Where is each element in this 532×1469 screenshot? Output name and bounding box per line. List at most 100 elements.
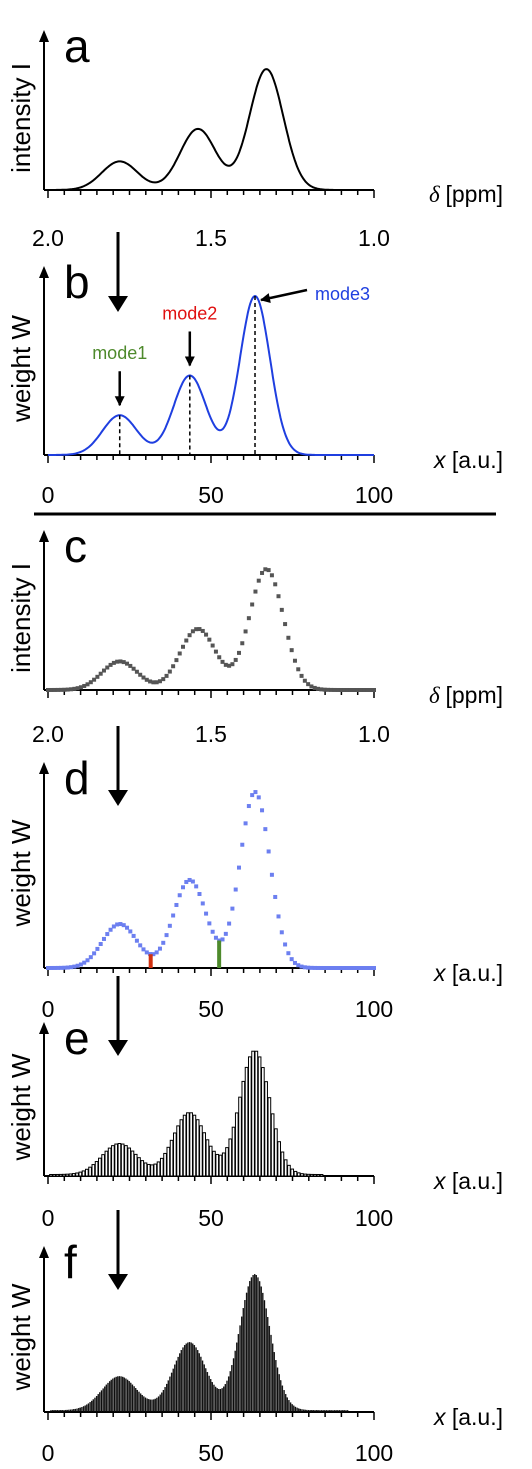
bar [234, 1350, 236, 1413]
data-point [98, 942, 103, 947]
data-point [121, 660, 126, 665]
bar [144, 1397, 147, 1413]
sequence-arrow-head [108, 1040, 128, 1056]
panel-letter: a [64, 20, 90, 72]
data-point [59, 687, 64, 692]
bar [244, 1300, 246, 1413]
data-point [335, 965, 340, 970]
data-point [250, 793, 255, 798]
data-point [269, 872, 274, 877]
bar [211, 1382, 213, 1413]
bar [304, 1409, 306, 1413]
bar [232, 1358, 235, 1413]
data-point [118, 659, 123, 664]
bar [173, 1132, 177, 1177]
split-marker-green [217, 940, 222, 968]
data-point [105, 665, 110, 670]
bar [229, 1371, 231, 1413]
bar [214, 1386, 217, 1413]
data-point [260, 808, 265, 813]
data-point [302, 678, 307, 683]
panel-b: 0 50 100 b weight W x [a.u.] mode1 mode2 mode3 [6, 256, 503, 508]
bar [133, 1386, 135, 1413]
bar [188, 1342, 191, 1413]
bar [123, 1377, 125, 1413]
data-point [309, 684, 314, 689]
data-point [157, 946, 162, 951]
bar [281, 1385, 284, 1413]
data-point [220, 659, 225, 664]
panel-e: 0 50 100 e weight W x [a.u.] [6, 976, 503, 1231]
bar [53, 1410, 55, 1413]
bar [114, 1143, 118, 1177]
data-point [197, 891, 202, 896]
data-point [210, 643, 215, 648]
data-point [283, 942, 288, 947]
bar [332, 1410, 334, 1413]
data-point [121, 923, 126, 928]
x-tick-label: 1.0 [358, 721, 390, 747]
data-point [207, 637, 212, 642]
data-point [46, 965, 50, 970]
x-tick-label: 50 [198, 482, 224, 508]
bar [88, 1166, 92, 1177]
bar [62, 1173, 66, 1177]
bar [190, 1342, 192, 1413]
bar [75, 1172, 79, 1177]
data-point [128, 929, 133, 934]
bar [170, 1372, 173, 1413]
data-point [223, 662, 228, 667]
bar [65, 1173, 70, 1177]
data-point [171, 913, 176, 918]
bar [242, 1308, 244, 1413]
bar [343, 1410, 346, 1413]
bar [174, 1364, 176, 1413]
data-point [316, 965, 321, 970]
data-point [194, 884, 199, 889]
bar [69, 1409, 72, 1413]
data-point [236, 865, 241, 870]
bar [218, 1388, 220, 1413]
bar [73, 1409, 75, 1413]
data-point [78, 962, 83, 967]
data-point [263, 567, 268, 572]
data-point [339, 687, 344, 692]
data-point [161, 940, 166, 945]
data-point [184, 879, 189, 884]
y-axis-arrow [39, 1246, 49, 1258]
bar [296, 1172, 301, 1177]
bar [130, 1382, 132, 1413]
data-point [266, 568, 271, 573]
data-point [98, 671, 103, 676]
bar [329, 1410, 331, 1413]
bar [313, 1173, 317, 1177]
bar [58, 1410, 60, 1413]
bar [193, 1345, 196, 1413]
bar [130, 1150, 135, 1177]
bar [216, 1388, 218, 1413]
bar [107, 1382, 109, 1413]
bar [312, 1410, 315, 1413]
data-point [174, 658, 179, 663]
bar [333, 1410, 336, 1413]
bar [92, 1399, 95, 1413]
bar [337, 1410, 339, 1413]
bar [317, 1410, 319, 1413]
data-point [342, 966, 347, 970]
data-point [213, 935, 218, 940]
bar [167, 1380, 169, 1413]
bar [82, 1406, 85, 1413]
bar [176, 1125, 180, 1177]
bar [202, 1132, 207, 1177]
data-point [332, 687, 337, 692]
bar [263, 1300, 266, 1413]
bar [51, 1410, 54, 1413]
bar [338, 1410, 341, 1413]
data-point [342, 687, 347, 692]
bar [71, 1409, 73, 1413]
bar [127, 1147, 132, 1177]
bar [254, 1050, 259, 1177]
bar [250, 1277, 253, 1413]
series-line [48, 295, 374, 456]
